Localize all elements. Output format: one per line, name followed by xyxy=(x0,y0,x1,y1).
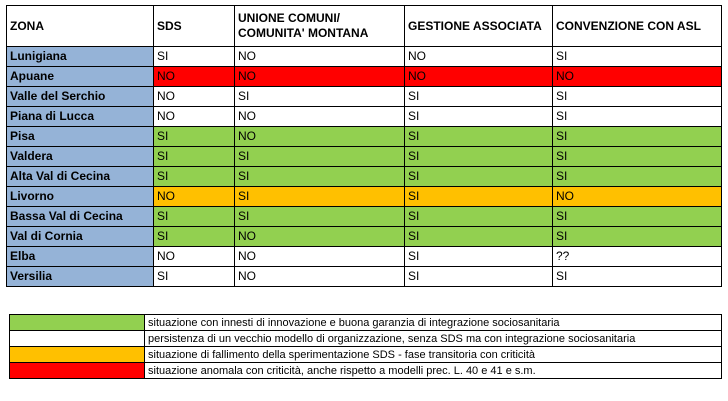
gestione-cell: SI xyxy=(404,126,553,147)
legend-body: situazione con innesti di innovazione e … xyxy=(9,314,722,379)
zone-cell: Elba xyxy=(6,246,154,267)
legend-swatch xyxy=(9,330,145,347)
zone-cell: Valdera xyxy=(6,146,154,167)
table-row: Alta Val di Cecina SI SI SI SI xyxy=(6,166,722,187)
legend-swatch xyxy=(9,362,145,379)
sds-cell: SI xyxy=(153,206,235,227)
zone-cell: Lunigiana xyxy=(6,46,154,67)
legend-text: persistenza di un vecchio modello di org… xyxy=(144,330,722,347)
table-row: Val di Cornia SI NO SI SI xyxy=(6,226,722,247)
convenzione-cell: SI xyxy=(552,106,722,127)
sds-cell: NO xyxy=(153,186,235,207)
gestione-cell: SI xyxy=(404,86,553,107)
table-row: Pisa SI NO SI SI xyxy=(6,126,722,147)
header-convenzione: CONVENZIONE CON ASL xyxy=(552,5,722,47)
unione-cell: SI xyxy=(234,186,405,207)
convenzione-cell: SI xyxy=(552,226,722,247)
zone-cell: Livorno xyxy=(6,186,154,207)
unione-cell: NO xyxy=(234,126,405,147)
convenzione-cell: SI xyxy=(552,86,722,107)
legend-swatch xyxy=(9,314,145,331)
sds-cell: SI xyxy=(153,126,235,147)
sds-cell: NO xyxy=(153,106,235,127)
gestione-cell: SI xyxy=(404,166,553,187)
table-row: Livorno NO SI SI NO xyxy=(6,186,722,207)
zone-table: ZONA SDS UNIONE COMUNI/COMUNITA' MONTANA… xyxy=(6,5,722,287)
convenzione-cell: NO xyxy=(552,186,722,207)
sds-cell: SI xyxy=(153,46,235,67)
table-row: Bassa Val di Cecina SI SI SI SI xyxy=(6,206,722,227)
sds-cell: SI xyxy=(153,266,235,287)
convenzione-cell: SI xyxy=(552,126,722,147)
unione-cell: NO xyxy=(234,66,405,87)
zone-cell: Pisa xyxy=(6,126,154,147)
convenzione-cell: ?? xyxy=(552,246,722,267)
table-row: Lunigiana SI NO NO SI xyxy=(6,46,722,67)
table-row: Valdera SI SI SI SI xyxy=(6,146,722,167)
header-gestione: GESTIONE ASSOCIATA xyxy=(404,5,553,47)
legend-swatch xyxy=(9,346,145,363)
table-row: Valle del Serchio NO SI SI SI xyxy=(6,86,722,107)
header-unione-line1: UNIONE COMUNI/ xyxy=(238,11,340,25)
header-zona: ZONA xyxy=(6,5,154,47)
convenzione-cell: SI xyxy=(552,146,722,167)
gestione-cell: SI xyxy=(404,266,553,287)
legend-row: persistenza di un vecchio modello di org… xyxy=(9,330,722,347)
legend-text: situazione con innesti di innovazione e … xyxy=(144,314,722,331)
unione-cell: NO xyxy=(234,46,405,67)
legend-row: situazione con innesti di innovazione e … xyxy=(9,314,722,331)
header-row: ZONA SDS UNIONE COMUNI/COMUNITA' MONTANA… xyxy=(6,5,722,47)
gestione-cell: SI xyxy=(404,146,553,167)
unione-cell: SI xyxy=(234,146,405,167)
sds-cell: NO xyxy=(153,246,235,267)
convenzione-cell: SI xyxy=(552,206,722,227)
unione-cell: NO xyxy=(234,266,405,287)
unione-cell: SI xyxy=(234,166,405,187)
table-row: Versilia SI NO SI SI xyxy=(6,266,722,287)
zone-cell: Piana di Lucca xyxy=(6,106,154,127)
sds-cell: SI xyxy=(153,226,235,247)
legend-row: situazione anomala con criticità, anche … xyxy=(9,362,722,379)
legend-table: situazione con innesti di innovazione e … xyxy=(9,314,722,379)
unione-cell: SI xyxy=(234,206,405,227)
header-sds: SDS xyxy=(153,5,235,47)
convenzione-cell: SI xyxy=(552,266,722,287)
gestione-cell: SI xyxy=(404,106,553,127)
unione-cell: NO xyxy=(234,246,405,267)
gestione-cell: NO xyxy=(404,46,553,67)
convenzione-cell: NO xyxy=(552,66,722,87)
zone-cell: Apuane xyxy=(6,66,154,87)
gestione-cell: SI xyxy=(404,206,553,227)
table-row: Apuane NO NO NO NO xyxy=(6,66,722,87)
zone-cell: Valle del Serchio xyxy=(6,86,154,107)
zone-cell: Bassa Val di Cecina xyxy=(6,206,154,227)
sds-cell: NO xyxy=(153,86,235,107)
table-row: Elba NO NO SI?? xyxy=(6,246,722,267)
convenzione-cell: SI xyxy=(552,166,722,187)
legend-row: situazione di fallimento della speriment… xyxy=(9,346,722,363)
zone-cell: Alta Val di Cecina xyxy=(6,166,154,187)
header-unione: UNIONE COMUNI/COMUNITA' MONTANA xyxy=(234,5,405,47)
zone-cell: Val di Cornia xyxy=(6,226,154,247)
unione-cell: SI xyxy=(234,86,405,107)
header-unione-line2: COMUNITA' MONTANA xyxy=(238,26,369,40)
gestione-cell: NO xyxy=(404,66,553,87)
unione-cell: NO xyxy=(234,226,405,247)
convenzione-cell: SI xyxy=(552,46,722,67)
unione-cell: NO xyxy=(234,106,405,127)
zone-cell: Versilia xyxy=(6,266,154,287)
gestione-cell: SI xyxy=(404,246,553,267)
sds-cell: NO xyxy=(153,66,235,87)
gestione-cell: SI xyxy=(404,226,553,247)
gestione-cell: SI xyxy=(404,186,553,207)
legend-text: situazione anomala con criticità, anche … xyxy=(144,362,722,379)
legend-text: situazione di fallimento della speriment… xyxy=(144,346,722,363)
table-body: Lunigiana SI NO NO SI Apuane NO NO NO NO Valle del… xyxy=(6,46,722,287)
sds-cell: SI xyxy=(153,146,235,167)
table-row: Piana di Lucca NO NO SI SI xyxy=(6,106,722,127)
sds-cell: SI xyxy=(153,166,235,187)
